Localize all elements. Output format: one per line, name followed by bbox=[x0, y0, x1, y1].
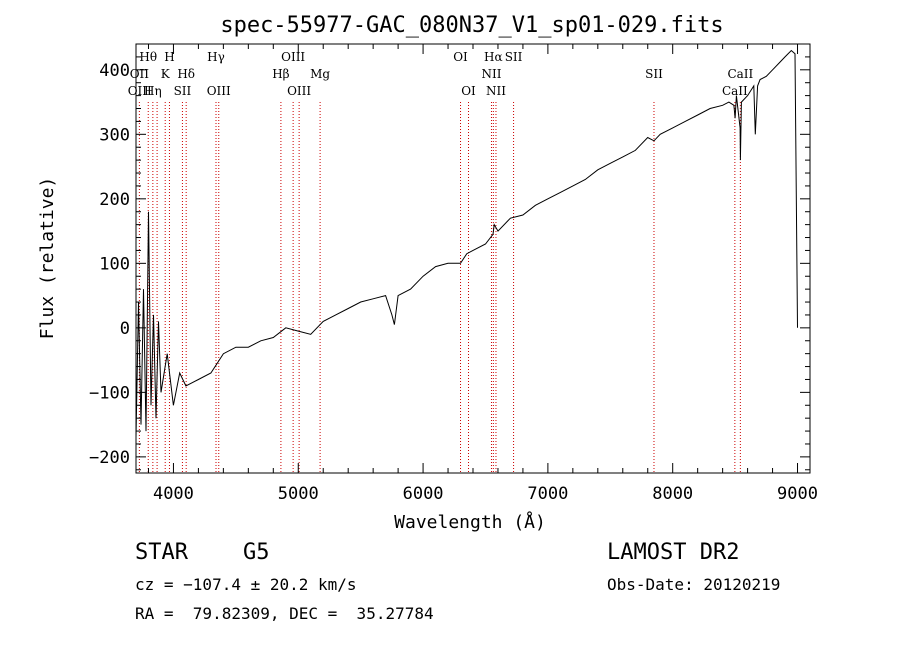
line-label-18: NII bbox=[481, 67, 501, 81]
line-label-3: Hη bbox=[144, 84, 162, 98]
observation-date: Obs-Date: 20120219 bbox=[607, 575, 781, 594]
y-tick-label: 300 bbox=[99, 125, 130, 145]
line-label-20: SII bbox=[645, 67, 663, 81]
line-label-11: Hβ bbox=[272, 67, 289, 81]
y-tick-label: 0 bbox=[120, 319, 130, 339]
y-axis-label: Flux (relative) bbox=[37, 177, 58, 340]
line-label-16: Hα bbox=[484, 50, 503, 64]
x-tick-label: 7000 bbox=[527, 484, 568, 504]
line-label-12: OIII bbox=[287, 84, 311, 98]
x-tick-label: 9000 bbox=[777, 484, 818, 504]
line-label-22: CaII bbox=[722, 84, 748, 98]
object-class: STAR bbox=[135, 540, 188, 565]
x-tick-label: 6000 bbox=[403, 484, 444, 504]
x-tick-label: 4000 bbox=[153, 484, 194, 504]
coordinates: RA = 79.82309, DEC = 35.27784 bbox=[135, 604, 434, 623]
x-axis-label: Wavelength (Å) bbox=[394, 511, 546, 533]
line-label-4: H bbox=[164, 50, 174, 64]
chart-title: spec-55977-GAC_080N37_V1_sp01-029.fits bbox=[220, 13, 723, 38]
y-tick-label: 200 bbox=[99, 190, 130, 210]
y-tick-label: 100 bbox=[99, 254, 130, 274]
plot-frame bbox=[135, 43, 811, 474]
line-label-21: CaII bbox=[727, 67, 753, 81]
line-label-5: K bbox=[161, 67, 171, 81]
line-label-7: SII bbox=[174, 84, 192, 98]
line-label-8: Hγ bbox=[207, 50, 225, 64]
y-tick-label: 400 bbox=[99, 61, 130, 81]
line-label-17: SII bbox=[505, 50, 523, 64]
line-label-10: OIII bbox=[281, 50, 305, 64]
line-label-1: OII bbox=[130, 67, 150, 81]
survey-name: LAMOST DR2 bbox=[607, 540, 740, 565]
y-tick-label: −200 bbox=[89, 448, 130, 468]
x-tick-label: 8000 bbox=[652, 484, 693, 504]
spectrum-line bbox=[135, 49, 798, 438]
line-label-6: Hδ bbox=[177, 67, 195, 81]
line-label-2: OIII bbox=[128, 84, 152, 98]
line-label-0: Hθ bbox=[139, 50, 157, 64]
y-tick-label: −100 bbox=[89, 383, 130, 403]
line-label-9: OIII bbox=[207, 84, 231, 98]
object-subclass: G5 bbox=[243, 540, 270, 565]
line-label-19: NII bbox=[486, 84, 506, 98]
redshift-velocity: cz = −107.4 ± 20.2 km/s bbox=[135, 575, 357, 594]
line-label-13: Mg bbox=[310, 67, 330, 81]
axes: 4000 5000 6000 7000 8000 9000 −200 −100 0 100 200 3… bbox=[89, 43, 818, 504]
line-label-14: OI bbox=[453, 50, 468, 64]
x-tick-label: 5000 bbox=[278, 484, 319, 504]
line-label-15: OI bbox=[461, 84, 476, 98]
